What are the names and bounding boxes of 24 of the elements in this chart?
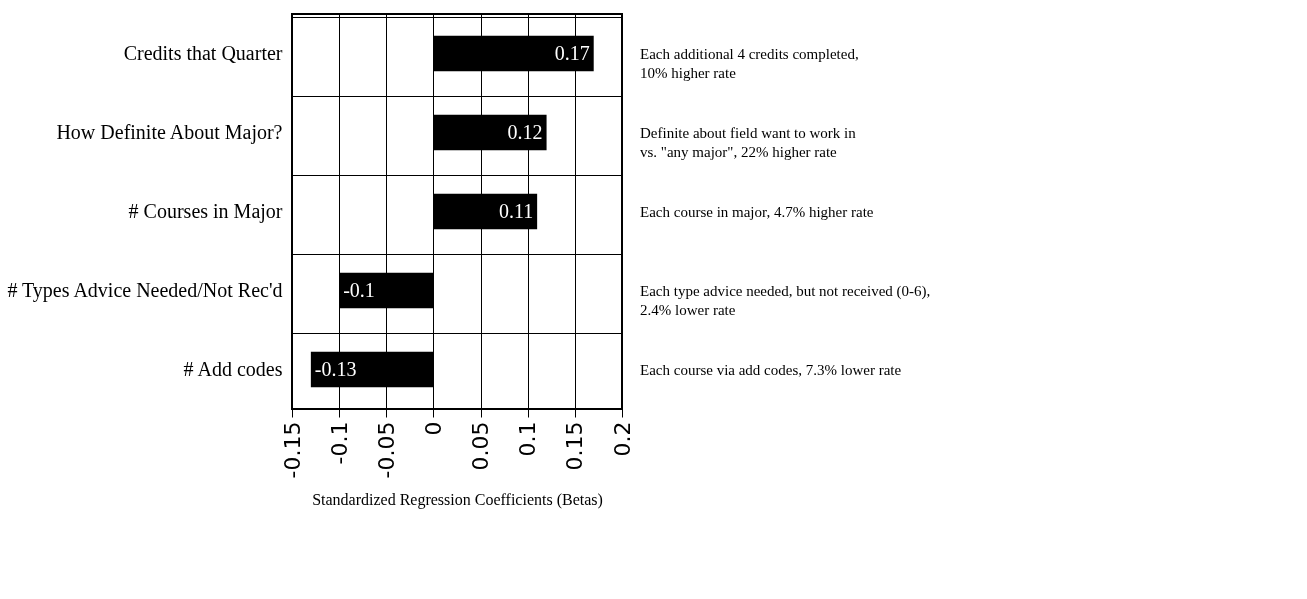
text: Each additional 4 credits completed, 10% higher rate	[640, 45, 859, 81]
x-axis-title: Standardized Regression Coefficients (Betas)	[312, 491, 603, 510]
x-tick-label: 0	[420, 421, 446, 436]
x-tick-label: -0.1	[326, 421, 352, 465]
x-tick-label: 0.1	[515, 421, 541, 457]
y-tick-label: How Definite About Major?	[56, 120, 283, 144]
x-tick-label: 0.2	[609, 421, 635, 457]
data-label: 0.12	[507, 120, 543, 143]
x-tick-label: -0.05	[373, 421, 399, 479]
text: Definite about field want to work in vs. "any major", 22% higher rate	[640, 124, 857, 160]
y-tick-label: # Add codes	[183, 357, 283, 380]
data-label: -0.13	[314, 357, 357, 380]
y-tick-label: # Courses in Major	[128, 199, 283, 223]
x-tick-label: -0.15	[279, 421, 305, 479]
text: Each type advice needed, but not received (0-6), 2.4% lower rate	[640, 282, 931, 318]
text: Each course in major, 4.7% higher rate	[640, 203, 874, 220]
y-tick-label: # Types Advice Needed/Not Rec'd	[7, 278, 283, 302]
x-tick-label: 0.15	[562, 421, 588, 471]
x-tick-label: 0.05	[468, 421, 494, 471]
data-label: 0.11	[498, 199, 534, 222]
text: Each course via add codes, 7.3% lower rate	[640, 361, 902, 378]
data-label: -0.1	[343, 278, 375, 301]
y-tick-label: Credits that Quarter	[123, 41, 283, 64]
data-label: 0.17	[554, 41, 590, 64]
